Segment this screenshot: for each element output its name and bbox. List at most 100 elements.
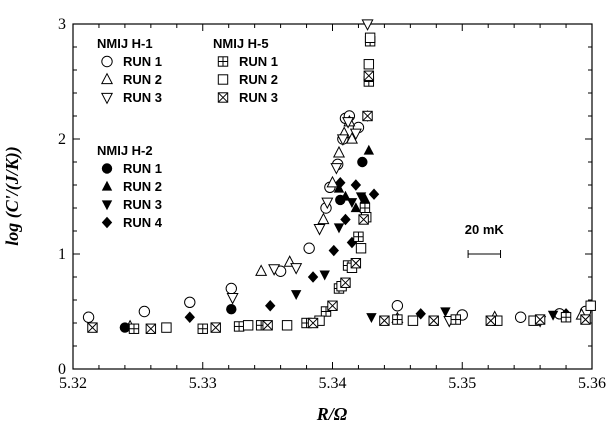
data-point-diamond-filled [335, 177, 346, 189]
legend-marker-triangle-up-open [100, 72, 114, 85]
data-point-square-open [161, 322, 172, 333]
legend-entry-label: RUN 2 [123, 72, 162, 87]
legend-group: NMIJ H-5 RUN 1 RUN 2 RUN 3 [213, 36, 278, 105]
data-point-triangle-down-open [313, 224, 326, 236]
data-point-square-open [364, 32, 376, 43]
series-square-x [87, 70, 591, 334]
series-triangle-up-open [124, 114, 588, 332]
data-point-triangle-down-filled [319, 270, 330, 281]
legend-entry-label: RUN 1 [239, 54, 278, 69]
data-point-circle-filled [119, 322, 131, 333]
data-point-circle-open [391, 300, 404, 312]
data-point-square-plus [560, 312, 572, 323]
data-point-square-open [281, 320, 293, 331]
scale-bar-label: 20 mK [465, 222, 505, 237]
data-point-triangle-down-open [226, 293, 239, 305]
data-point-triangle-down-open [336, 134, 349, 146]
data-point-square-plus [450, 314, 461, 325]
data-point-triangle-down-open [290, 263, 303, 275]
data-point-diamond-filled [340, 213, 351, 226]
x-tick-label: 5.34 [319, 375, 347, 392]
data-point-diamond-filled [350, 179, 362, 191]
data-point-square-open [355, 243, 367, 254]
data-point-circle-open [138, 305, 151, 318]
data-point-square-x [580, 314, 591, 325]
data-point-triangle-down-open [321, 197, 334, 210]
legend-entry-label: RUN 3 [123, 90, 162, 105]
legend-marker-triangle-down-open [100, 92, 114, 105]
scale-bar: 20 mK [465, 222, 505, 258]
data-point-square-x [307, 317, 319, 329]
data-point-triangle-down-open [330, 163, 343, 175]
data-point-triangle-up-open [317, 212, 330, 225]
data-point-square-open [407, 315, 419, 326]
series-triangle-down-filled [290, 192, 559, 324]
legend-entry-label: RUN 4 [123, 215, 163, 230]
data-point-square-plus [320, 306, 332, 317]
data-point-triangle-up-open [332, 145, 346, 158]
data-point-square-plus [359, 202, 371, 214]
x-axis-title: R/Ω [316, 404, 348, 424]
data-point-square-x [210, 322, 221, 333]
data-point-triangle-up-filled [350, 202, 362, 213]
data-point-diamond-filled [265, 300, 276, 312]
data-point-square-open [585, 300, 596, 311]
x-tick-label: 5.32 [59, 375, 87, 392]
data-point-square-open [363, 59, 375, 70]
data-point-square-x [87, 322, 98, 333]
legend-entry-label: RUN 3 [123, 197, 162, 212]
data-point-triangle-down-filled [366, 313, 377, 324]
data-point-triangle-down-filled [355, 192, 367, 203]
legend-entry-label: RUN 2 [239, 72, 278, 87]
data-point-square-plus [197, 323, 208, 334]
data-points [82, 19, 596, 334]
data-point-diamond-filled [328, 244, 339, 257]
legend-entry-label: RUN 3 [239, 90, 278, 105]
data-point-diamond-filled [184, 311, 195, 323]
data-point-square-x [485, 315, 496, 326]
data-point-triangle-up-filled [359, 193, 371, 203]
legend-group: NMIJ H-1 RUN 1 RUN 2 RUN 3 [97, 36, 162, 105]
data-point-triangle-up-filled [333, 182, 345, 193]
data-point-diamond-filled [346, 236, 358, 249]
data-point-circle-open [225, 282, 237, 295]
legend: NMIJ H-1 RUN 1 RUN 2 RUN 3 NMIJ H-5 RUN 1 RUN … [97, 36, 278, 230]
data-point-square-plus [233, 321, 245, 332]
data-point-square-x [534, 314, 546, 325]
data-point-triangle-up-filled [363, 144, 375, 155]
data-point-triangle-down-filled [333, 223, 345, 234]
y-tick-label: 3 [58, 16, 66, 33]
data-point-square-x [363, 70, 375, 81]
data-point-square-x [358, 214, 369, 225]
data-point-square-x [428, 315, 439, 326]
x-tick-label: 5.35 [448, 375, 476, 392]
data-point-square-x [379, 315, 390, 326]
data-point-square-plus [392, 314, 403, 325]
data-point-square-open [242, 320, 254, 331]
legend-marker-triangle-up-filled [101, 180, 113, 191]
data-point-triangle-down-open [361, 19, 374, 31]
y-tick-label: 0 [58, 361, 66, 378]
data-point-diamond-filled [307, 271, 319, 283]
data-point-square-x [327, 300, 338, 311]
y-tick-label: 1 [58, 246, 66, 263]
data-point-triangle-down-open [268, 264, 281, 276]
legend-entry-label: RUN 2 [123, 179, 162, 194]
data-point-circle-open [303, 242, 315, 254]
legend-marker-square-plus [217, 56, 229, 67]
data-point-circle-filled [226, 304, 237, 315]
series-circle-filled [119, 156, 368, 333]
legend-group-title: NMIJ H-2 [97, 143, 153, 158]
legend-group: NMIJ H-2 RUN 1 RUN 2 RUN 3 RUN 4 [97, 143, 163, 230]
data-point-square-x [340, 277, 351, 288]
legend-marker-square-open [217, 74, 229, 85]
data-point-square-x [350, 258, 362, 269]
data-point-circle-open [514, 311, 527, 323]
data-point-square-plus [128, 323, 140, 334]
legend-marker-circle-filled [101, 163, 113, 174]
series-diamond-filled [184, 110, 572, 323]
data-point-triangle-up-open [255, 264, 268, 276]
x-tick-label: 5.33 [189, 375, 217, 392]
data-point-triangle-up-open [345, 132, 358, 144]
